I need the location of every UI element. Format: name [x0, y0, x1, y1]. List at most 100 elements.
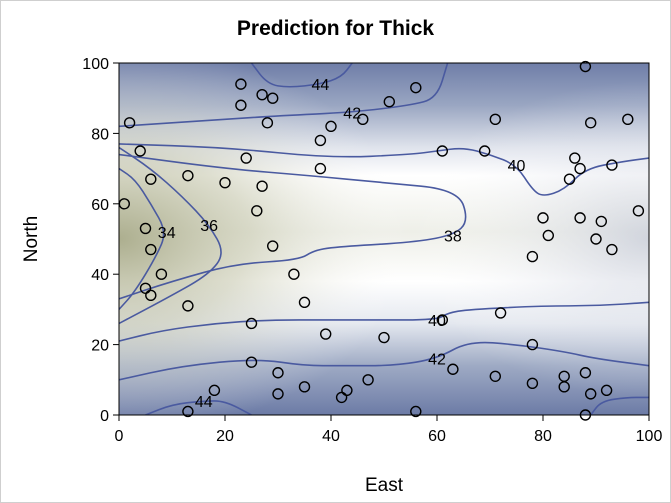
data-point	[235, 99, 247, 111]
data-point	[447, 363, 459, 375]
y-tick-label: 0	[100, 408, 109, 425]
data-point	[600, 384, 613, 397]
plot-border	[118, 62, 650, 416]
data-point	[134, 145, 146, 157]
data-point	[267, 92, 279, 104]
data-point	[526, 377, 539, 390]
data-point	[272, 388, 284, 400]
plot-background	[119, 63, 649, 415]
data-point	[155, 268, 168, 280]
data-point	[569, 152, 581, 164]
data-point	[139, 222, 152, 235]
data-point	[267, 240, 279, 252]
data-point	[245, 317, 258, 330]
data-point	[182, 405, 194, 418]
observation-markers	[118, 60, 645, 421]
data-point	[436, 145, 448, 157]
data-point	[489, 113, 501, 126]
x-tick-label: 80	[534, 428, 552, 445]
data-point	[245, 356, 258, 368]
data-point	[378, 331, 390, 344]
contour-label-34: 34	[158, 225, 176, 242]
contour-label-36: 36	[200, 218, 218, 235]
data-point	[208, 384, 221, 397]
y-tick-label: 20	[91, 338, 109, 355]
y-tick-label: 80	[91, 126, 109, 143]
contour-line-38-2	[119, 153, 467, 300]
x-tick-label: 20	[216, 428, 234, 445]
contour-line-44-8	[145, 400, 252, 415]
data-point	[585, 117, 597, 129]
data-point	[574, 162, 586, 175]
contour-line-42-6	[119, 341, 649, 381]
contour-line-34-0	[119, 167, 165, 310]
contour-line-40-4	[119, 301, 649, 342]
data-point	[145, 289, 157, 302]
data-point	[314, 162, 327, 175]
data-point	[314, 134, 327, 147]
contour-line-36-1	[119, 146, 222, 325]
data-point	[298, 296, 311, 309]
y-tick-label: 60	[91, 197, 109, 214]
data-point	[494, 307, 507, 319]
contour-label-38: 38	[444, 228, 462, 245]
contour-line-42-5	[119, 63, 449, 128]
data-point	[622, 113, 634, 126]
data-point	[145, 173, 157, 185]
x-axis-label: East	[365, 475, 404, 496]
data-point	[298, 381, 311, 393]
data-point	[537, 212, 549, 224]
data-point	[606, 243, 618, 256]
x-tick-label: 60	[428, 428, 446, 445]
data-point	[410, 81, 422, 94]
x-tick-label: 0	[115, 428, 124, 445]
data-point	[219, 176, 231, 189]
data-point	[595, 215, 607, 228]
data-point	[558, 381, 570, 393]
contour-line-44-7	[250, 63, 353, 88]
data-point	[325, 120, 337, 133]
data-point	[235, 78, 247, 90]
data-point	[123, 117, 136, 129]
data-point	[563, 173, 576, 185]
data-point	[145, 243, 157, 256]
data-point	[362, 374, 374, 386]
data-point	[479, 145, 491, 157]
contour-label-40: 40	[508, 158, 526, 175]
data-point	[579, 60, 592, 73]
data-point	[410, 405, 422, 418]
data-point	[383, 96, 395, 108]
y-axis-label: North	[21, 216, 42, 262]
data-point	[542, 229, 554, 242]
data-point	[606, 159, 618, 171]
contour-label-44: 44	[195, 394, 213, 411]
chart-title: Prediction for Thick	[236, 17, 435, 40]
data-point	[261, 117, 274, 129]
data-point	[574, 212, 586, 224]
data-point	[357, 113, 369, 126]
right-region-fill	[119, 63, 649, 415]
contour-label-44: 44	[312, 77, 330, 94]
y-tick-label: 40	[91, 267, 109, 284]
data-point	[526, 250, 539, 263]
contour-label-42: 42	[343, 105, 361, 122]
data-point	[182, 169, 194, 182]
contour-label-42: 42	[428, 352, 446, 369]
axes: 0 20 40 60 80 100 0 20 40 60 80 100 East North	[21, 56, 662, 496]
contour-line-40-3	[119, 143, 649, 196]
data-point	[579, 367, 592, 379]
data-point	[182, 300, 194, 312]
data-point	[489, 370, 501, 382]
contour-line-44-9	[590, 396, 649, 415]
data-point	[526, 338, 539, 351]
data-point	[256, 180, 268, 192]
data-point	[272, 367, 284, 379]
data-point	[585, 388, 597, 400]
x-tick-label: 40	[322, 428, 340, 445]
data-point	[320, 328, 332, 340]
data-point	[436, 314, 448, 326]
data-point	[590, 233, 602, 245]
